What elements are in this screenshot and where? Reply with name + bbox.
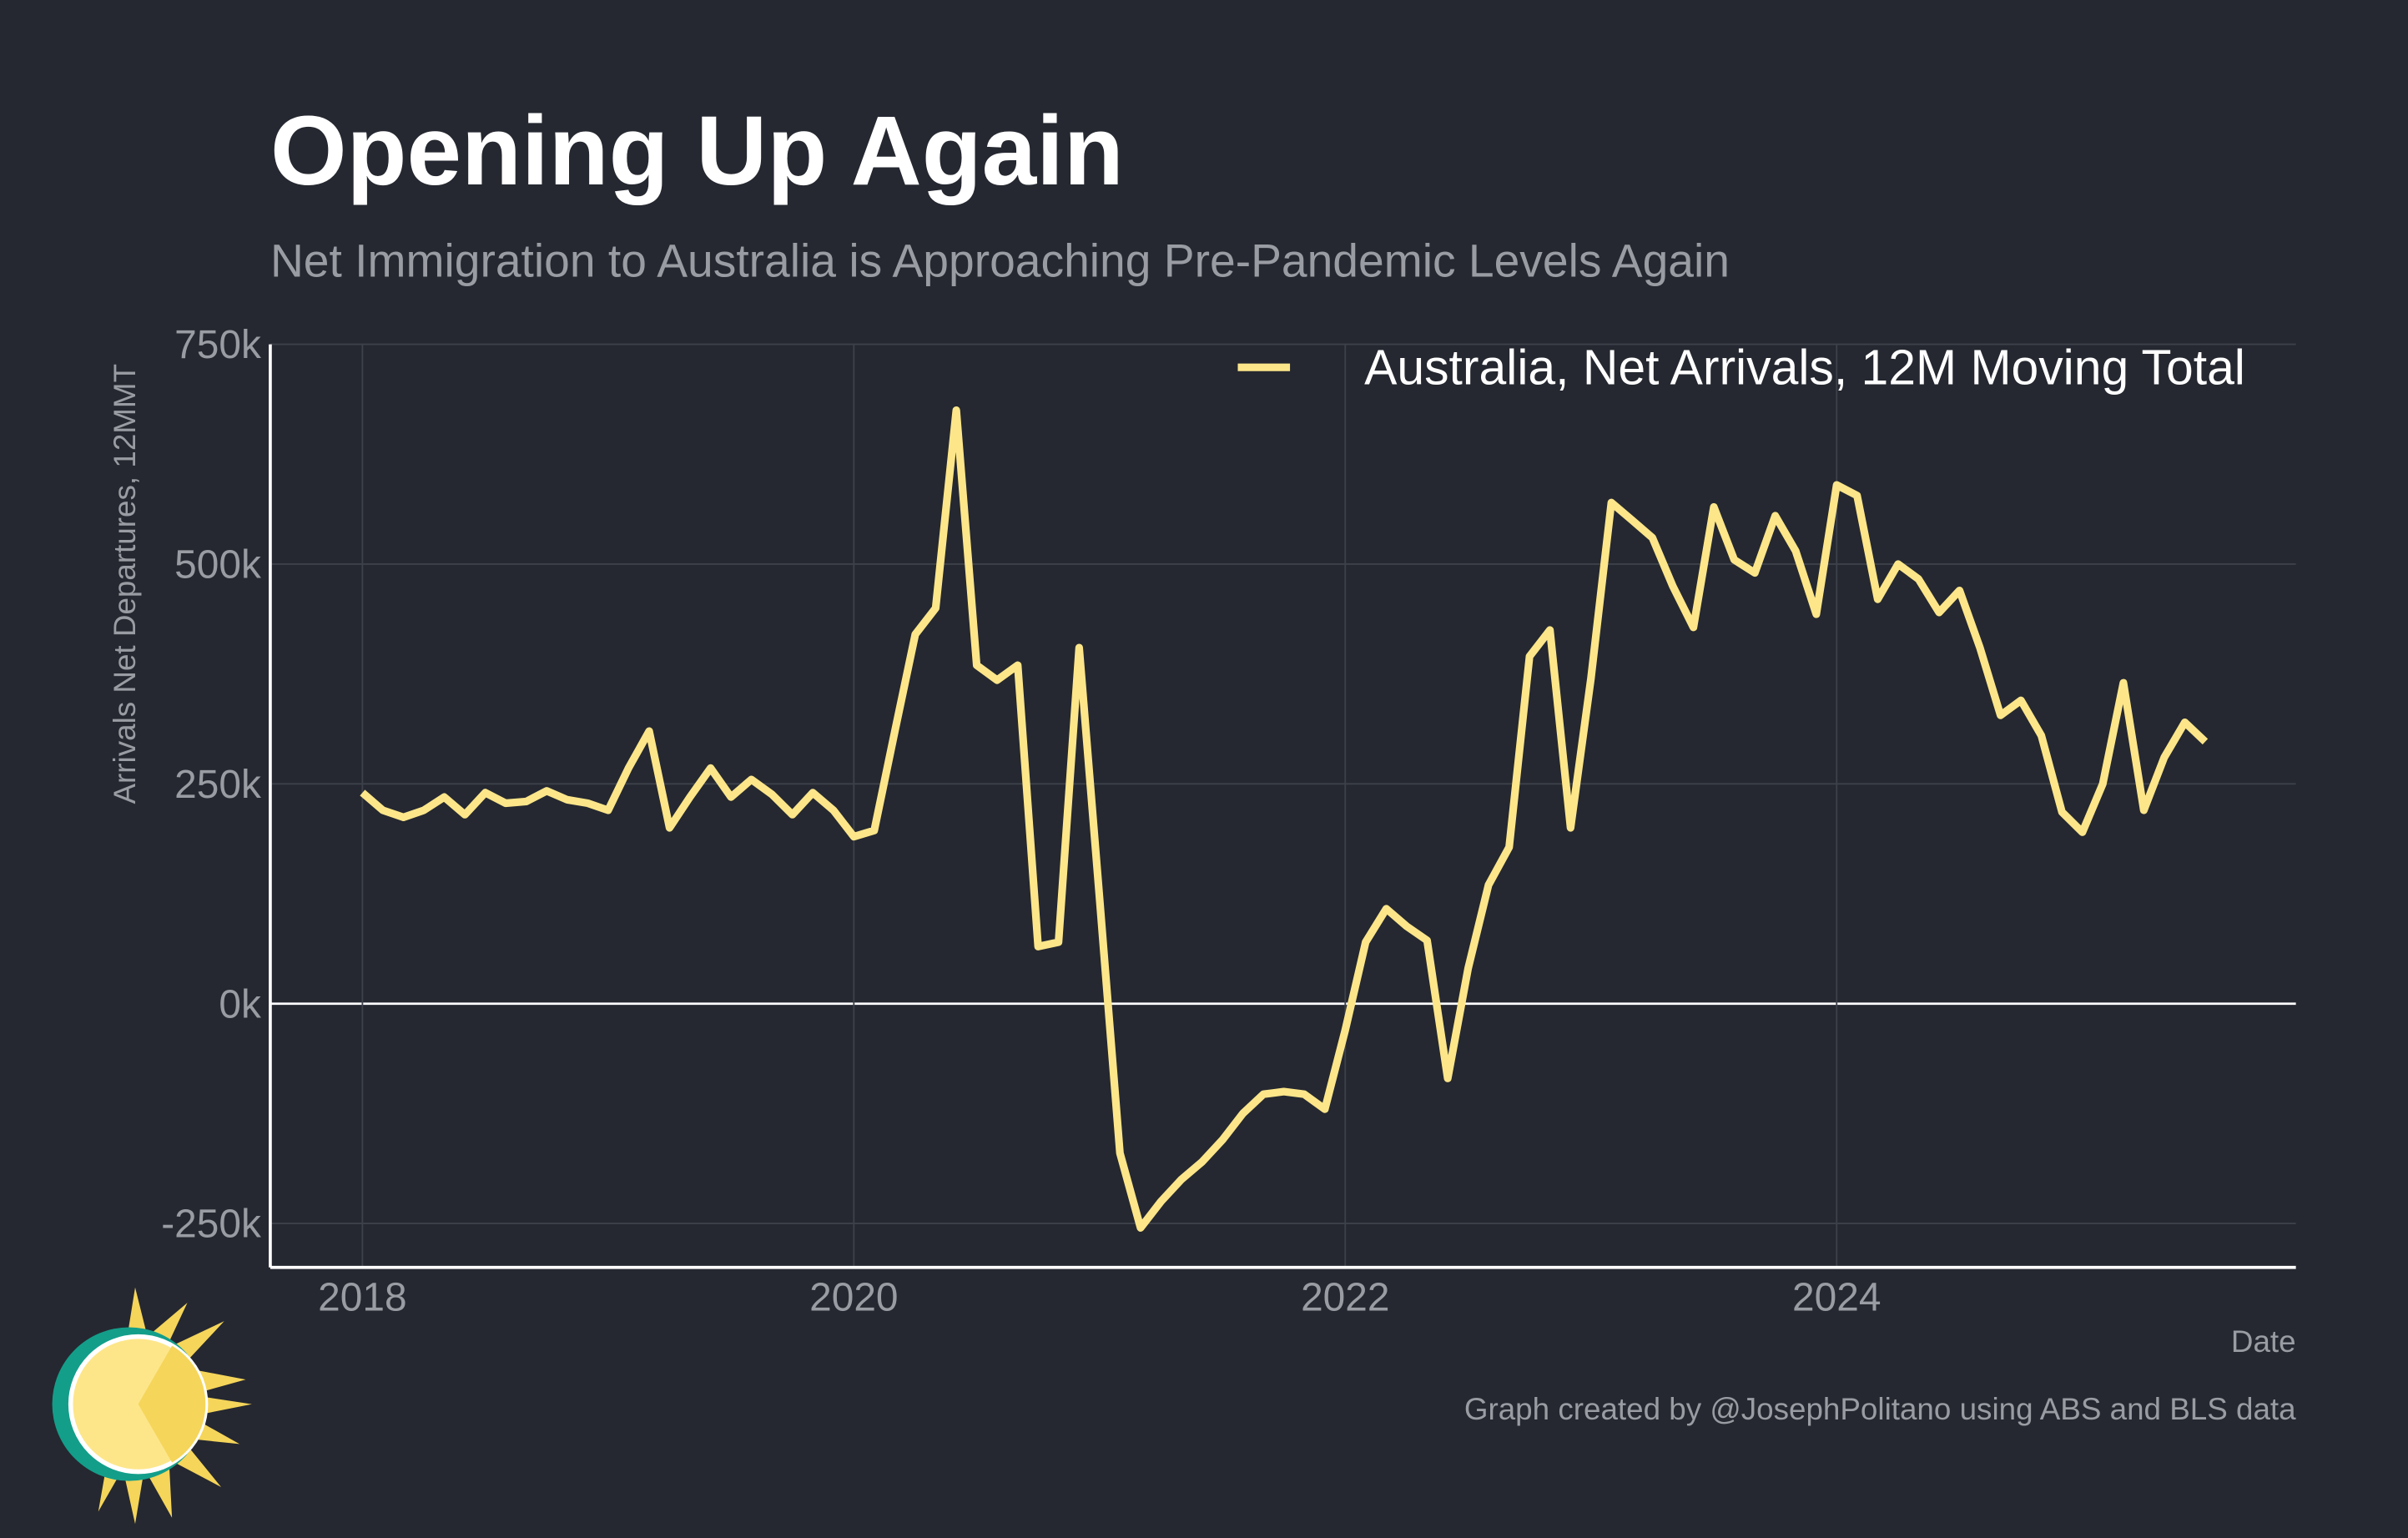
plot-area: -250k 0k 250k 500k 750k 2018 2020 2022 2024 Austr… <box>161 323 2296 1319</box>
logo <box>52 1287 252 1525</box>
y-tick-label: 750k <box>174 323 261 367</box>
x-tick-label: 2020 <box>809 1275 898 1319</box>
x-tick-label: 2024 <box>1792 1275 1881 1319</box>
x-tick-label: 2018 <box>318 1275 406 1319</box>
x-axis-label: Date <box>2231 1324 2296 1359</box>
chart-subtitle: Net Immigration to Australia is Approach… <box>270 235 1730 287</box>
y-axis-label: Arrivals Net Departures, 12MMT <box>108 364 142 804</box>
y-tick-label: 250k <box>174 763 261 807</box>
chart-title: Opening Up Again <box>270 95 1124 205</box>
x-tick-label: 2022 <box>1301 1275 1389 1319</box>
y-tick-label: -250k <box>161 1203 261 1247</box>
data-line <box>360 406 2209 1232</box>
caption: Graph created by @JosephPolitano using A… <box>1464 1392 2296 1426</box>
legend-label: Australia, Net Arrivals, 12M Moving Tota… <box>1364 340 2245 395</box>
y-tick-label: 500k <box>174 543 261 587</box>
y-tick-label: 0k <box>219 982 261 1026</box>
